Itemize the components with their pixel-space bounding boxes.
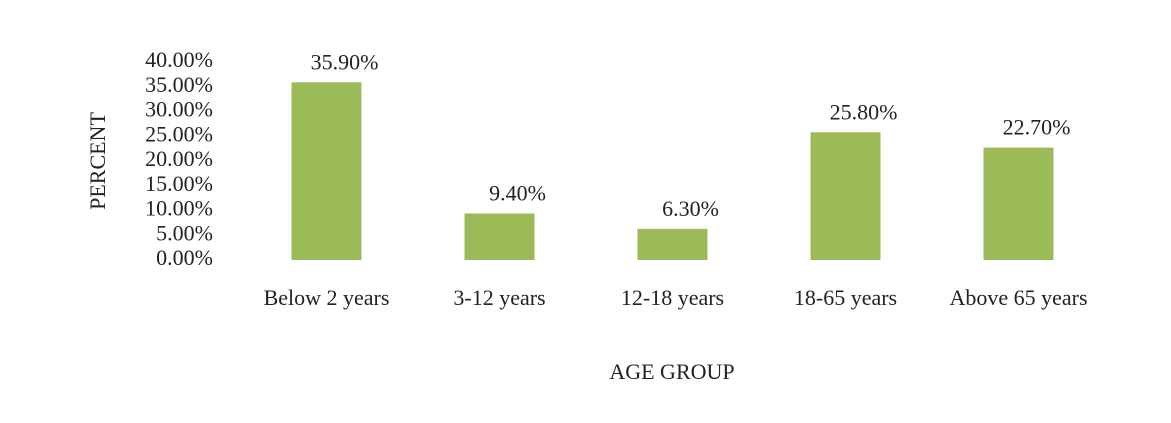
bar — [291, 82, 362, 260]
x-axis-label: AGE GROUP — [609, 359, 734, 384]
y-tick-label: 10.00% — [145, 196, 213, 221]
data-label: 9.40% — [489, 181, 546, 206]
y-tick-label: 5.00% — [156, 220, 213, 245]
x-tick-label: 12-18 years — [620, 285, 725, 310]
y-tick-label: 30.00% — [145, 97, 213, 122]
x-tick-label: 18-65 years — [793, 285, 898, 310]
y-tick-label: 35.00% — [145, 72, 213, 97]
x-tick-label: 3-12 years — [453, 285, 546, 310]
data-label: 35.90% — [311, 49, 379, 74]
y-tick-label: 20.00% — [145, 146, 213, 171]
bar — [637, 228, 708, 260]
y-tick-label: 15.00% — [145, 171, 213, 196]
bar — [464, 213, 535, 260]
data-label: 6.30% — [662, 196, 719, 221]
bar — [983, 147, 1054, 260]
x-tick-label: Above 65 years — [949, 285, 1088, 310]
y-tick-label: 0.00% — [156, 245, 213, 270]
data-label: 25.80% — [830, 99, 898, 124]
bar — [810, 132, 881, 260]
x-tick-label: Below 2 years — [263, 285, 390, 310]
y-tick-label: 25.00% — [145, 121, 213, 146]
y-tick-label: 40.00% — [145, 47, 213, 72]
y-axis-label: PERCENT — [85, 112, 110, 210]
data-label: 22.70% — [1003, 115, 1071, 140]
